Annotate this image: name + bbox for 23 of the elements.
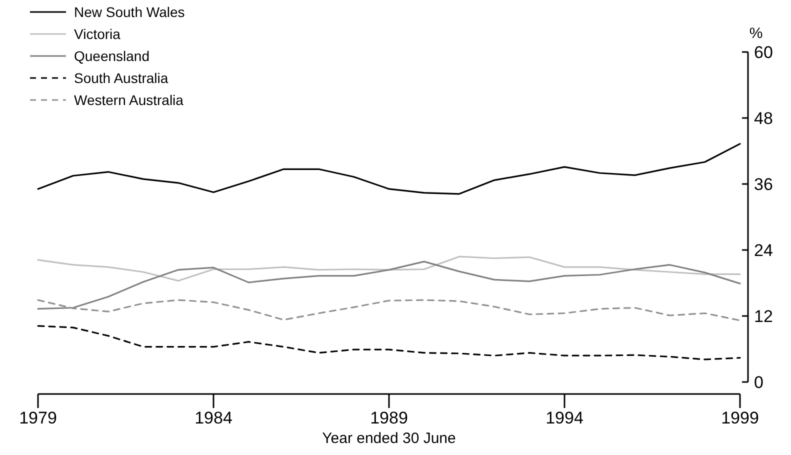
x-tick-label: 1994	[546, 408, 584, 428]
legend-label: Western Australia	[74, 92, 184, 108]
legend-label: South Australia	[74, 70, 168, 86]
line-series	[37, 325, 741, 360]
y-tick-label: 36	[754, 174, 773, 194]
y-tick-label: 48	[754, 108, 773, 128]
line-series	[37, 256, 741, 282]
legend-label: Victoria	[74, 26, 121, 42]
y-axis-title: %	[749, 25, 763, 42]
legend-label: New South Wales	[74, 4, 185, 20]
y-tick-label: 0	[754, 372, 764, 392]
line-series	[37, 260, 741, 310]
y-tick-label: 24	[754, 240, 773, 260]
y-tick-label: 12	[754, 306, 773, 326]
x-axis-title: Year ended 30 June	[322, 430, 456, 447]
x-tick-label: 1989	[370, 408, 408, 428]
x-tick-label: 1984	[194, 408, 232, 428]
x-tick-label: 1979	[19, 408, 57, 428]
line-series	[37, 299, 741, 322]
y-tick-label: 60	[754, 42, 773, 62]
line-series	[37, 143, 741, 195]
x-tick-label: 1999	[721, 408, 759, 428]
legend-label: Queensland	[74, 48, 150, 64]
